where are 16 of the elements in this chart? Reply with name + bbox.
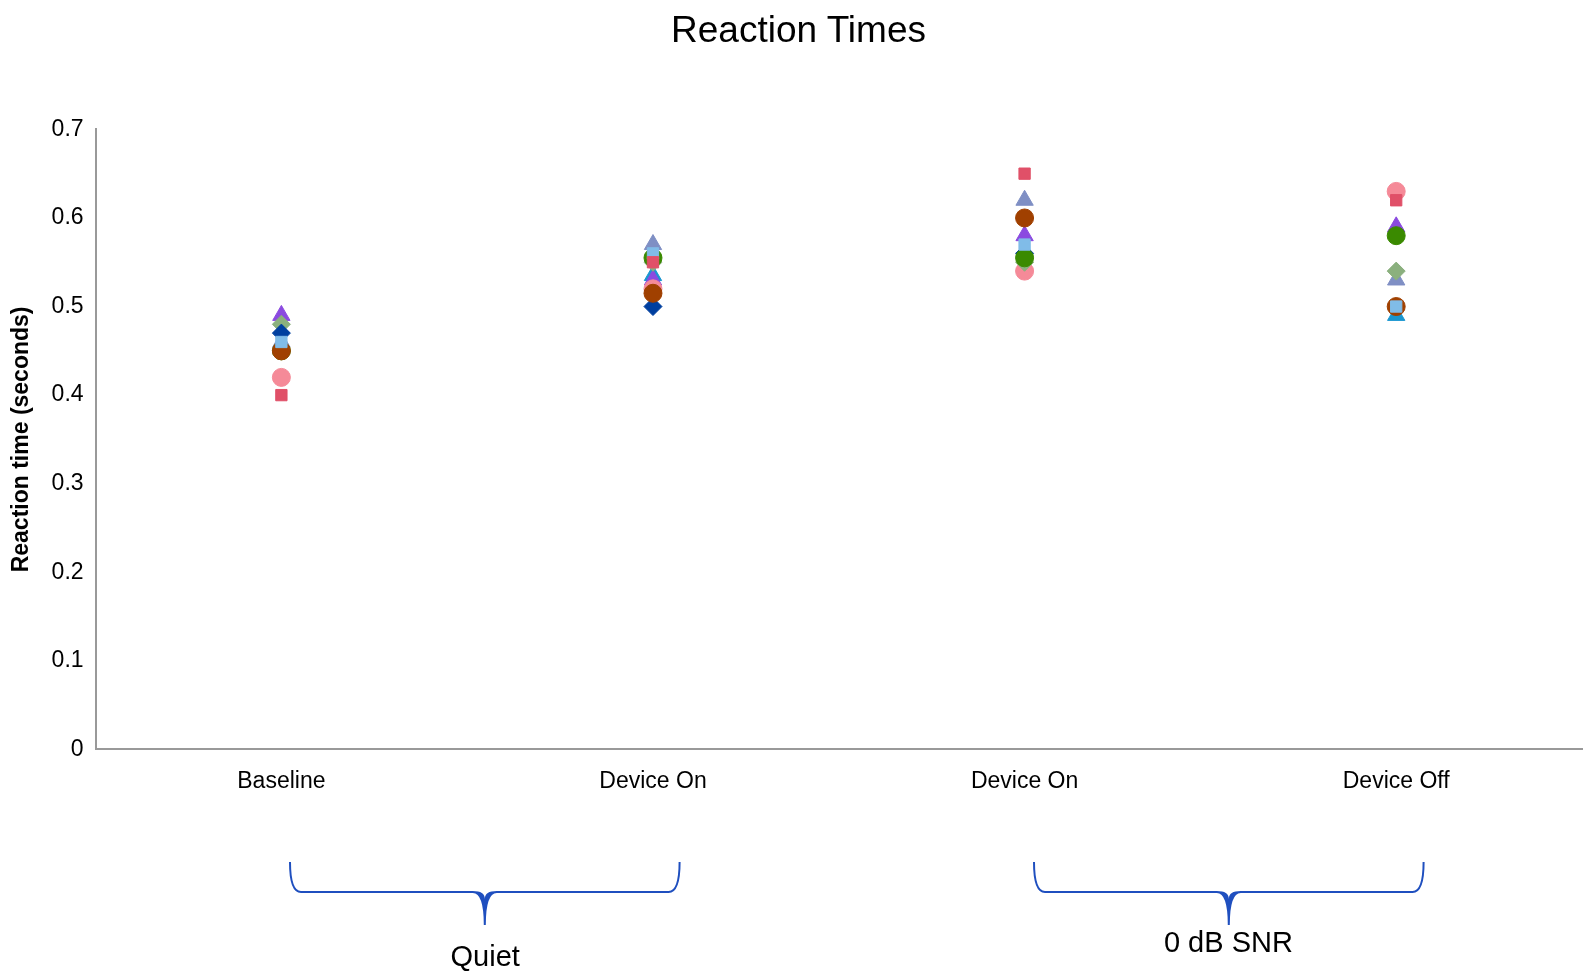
y-tick-label: 0.2	[51, 557, 84, 584]
y-tick-label: 0	[70, 734, 84, 761]
y-tick-label: 0.1	[51, 646, 84, 673]
x-tick-label: Device Off	[1342, 766, 1451, 793]
y-tick-label: 0.3	[51, 469, 84, 496]
y-tick-label: 0.5	[51, 291, 84, 318]
x-tick-label: Device On	[599, 766, 707, 793]
y-tick-label: 0.6	[51, 203, 84, 230]
text: 0 dB SNR	[1163, 926, 1293, 959]
x-tick-label: Device On	[970, 766, 1079, 793]
y-axis-title: Reaction time (seconds)	[7, 306, 34, 573]
chart-title: Reaction Times	[671, 9, 926, 51]
y-tick-label: 0.7	[51, 114, 84, 141]
x-tick-label: Baseline	[237, 766, 326, 793]
y-tick-label: 0.4	[51, 380, 84, 407]
text: Quiet	[450, 940, 520, 973]
